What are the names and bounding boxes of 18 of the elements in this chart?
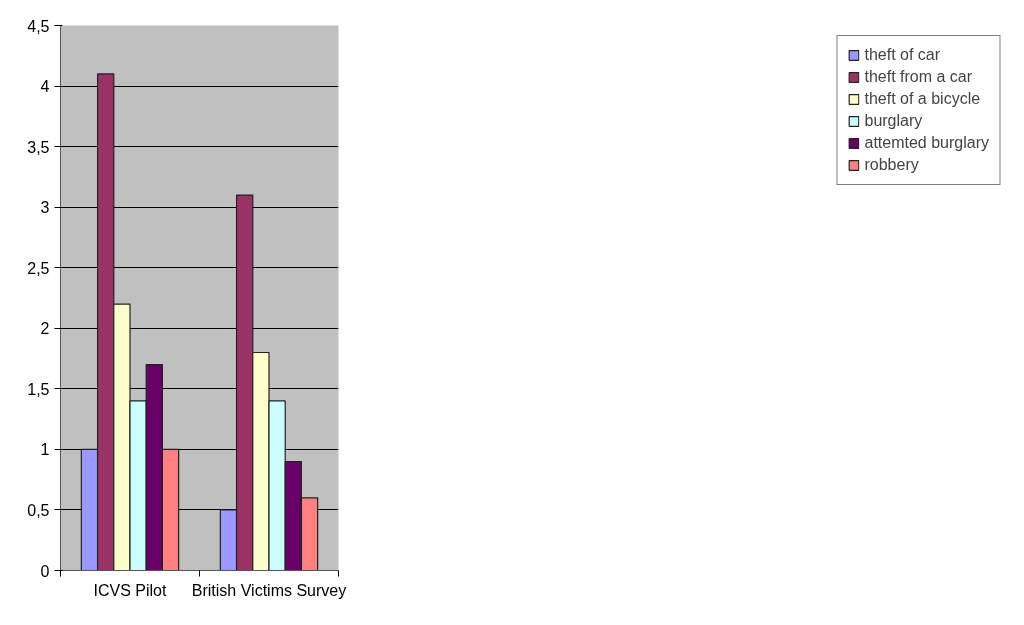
- legend-label: robbery: [864, 156, 919, 174]
- x-tick-label: British Victims Survey: [191, 581, 347, 599]
- y-tick-label: 3: [40, 199, 50, 217]
- y-tick-label: 1: [40, 441, 50, 459]
- y-tick-label: 0,5: [27, 501, 50, 519]
- y-tick-label: 3,5: [27, 138, 50, 156]
- y-tick-label: 2: [40, 320, 50, 338]
- legend-label: burglary: [864, 112, 923, 130]
- legend-label: theft of a bicycle: [864, 90, 981, 108]
- y-tick-label: 2,5: [27, 259, 50, 277]
- legend-label: theft from a car: [864, 68, 973, 86]
- y-tick-label: 1,5: [27, 380, 50, 398]
- y-tick-label: 0: [40, 562, 50, 580]
- legend-label: attemted burglary: [864, 134, 989, 152]
- y-tick-label: 4: [40, 78, 50, 96]
- y-tick-label: 4,5: [27, 17, 50, 35]
- legend-label: theft of car: [864, 46, 941, 64]
- x-tick-label: ICVS Pilot: [93, 581, 168, 599]
